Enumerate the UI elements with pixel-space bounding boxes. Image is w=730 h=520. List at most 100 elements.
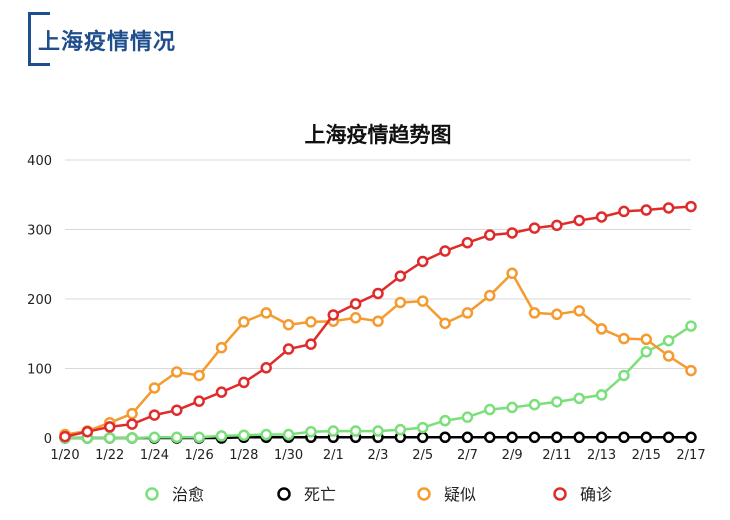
data-point [416, 431, 429, 444]
data-point [461, 411, 474, 423]
data-point [551, 431, 563, 444]
data-point [260, 362, 272, 374]
data-point [282, 428, 295, 441]
data-point [372, 287, 384, 300]
data-point [260, 307, 272, 319]
data-point [148, 431, 161, 444]
data-point [171, 366, 183, 378]
y-tick-label: 0 [44, 432, 52, 447]
x-tick-label: 2/15 [632, 448, 661, 463]
legend-label: 疑似 [444, 485, 476, 504]
data-point [416, 295, 429, 307]
data-point [618, 205, 630, 218]
x-tick-label: 2/11 [542, 448, 571, 463]
data-point [662, 431, 675, 444]
data-point [685, 431, 697, 444]
data-point [439, 317, 451, 330]
legend-label: 确诊 [580, 485, 612, 504]
data-point [238, 316, 250, 328]
x-tick-label: 1/26 [185, 448, 214, 463]
data-point [685, 364, 697, 377]
x-tick-label: 1/20 [50, 448, 79, 463]
data-point [305, 316, 317, 328]
data-point [662, 202, 675, 214]
data-point [103, 421, 116, 433]
data-point [528, 307, 541, 319]
data-point [394, 270, 407, 282]
series-layer [59, 200, 697, 444]
data-point [618, 332, 630, 345]
data-point [573, 392, 585, 405]
data-point [81, 425, 94, 438]
data-point [618, 369, 630, 382]
data-point [103, 432, 116, 444]
header-bracket [28, 12, 50, 66]
data-point [685, 200, 697, 213]
data-point [573, 431, 585, 444]
x-tick-label: 2/9 [502, 448, 523, 463]
data-point [282, 318, 295, 331]
data-point [416, 421, 429, 434]
data-point [685, 320, 697, 332]
data-point [193, 395, 205, 407]
data-point [595, 389, 608, 401]
x-tick-label: 1/22 [95, 448, 124, 463]
data-point [662, 334, 675, 347]
data-point [484, 403, 496, 416]
x-tick-label: 2/17 [676, 448, 705, 463]
data-point [551, 396, 563, 408]
data-point [126, 432, 138, 444]
data-point [640, 204, 653, 216]
data-point [484, 431, 496, 444]
data-point [506, 431, 518, 444]
data-point [640, 431, 653, 444]
data-point [506, 267, 518, 280]
page-title: 上海疫情情况 [38, 30, 177, 55]
chart-title: 上海疫情趋势图 [305, 123, 452, 147]
data-point [528, 431, 541, 444]
data-point [282, 343, 295, 355]
data-point [238, 376, 250, 389]
data-point [215, 430, 228, 442]
y-tick-label: 100 [27, 363, 52, 378]
data-point [551, 219, 563, 232]
data-point [193, 369, 205, 382]
data-point [595, 323, 608, 335]
data-point [394, 296, 407, 309]
data-point [372, 315, 384, 327]
data-point [573, 214, 585, 227]
data-point [528, 222, 541, 234]
y-tick-label: 400 [27, 154, 52, 169]
data-point [461, 236, 474, 249]
data-point [148, 409, 161, 421]
data-point [439, 245, 451, 257]
data-point [439, 431, 451, 444]
data-point [349, 298, 362, 310]
data-point [171, 431, 183, 444]
data-point [461, 307, 474, 319]
data-point [528, 398, 541, 411]
data-point [327, 309, 340, 321]
legend-label: 治愈 [172, 485, 204, 504]
data-point [640, 333, 653, 346]
data-point [305, 338, 317, 350]
x-tick-label: 1/30 [274, 448, 303, 463]
data-point [551, 308, 563, 321]
data-point [595, 431, 608, 444]
legend-marker [417, 487, 431, 501]
data-point [461, 431, 474, 444]
x-tick-label: 2/13 [587, 448, 616, 463]
x-tick-label: 2/3 [368, 448, 389, 463]
axis-layer: 0 100 200 300 400 1/20 1/22 1/24 1/26 1/28 1/30 2/1… [27, 154, 705, 463]
data-point [148, 382, 161, 394]
data-point [484, 289, 496, 302]
data-point [126, 407, 138, 420]
data-point [506, 227, 518, 239]
data-point [416, 255, 429, 268]
data-point [193, 431, 205, 444]
x-tick-label: 2/5 [412, 448, 433, 463]
data-point [618, 431, 630, 444]
legend-marker [553, 487, 567, 501]
data-point [305, 425, 317, 438]
data-point [640, 346, 653, 358]
